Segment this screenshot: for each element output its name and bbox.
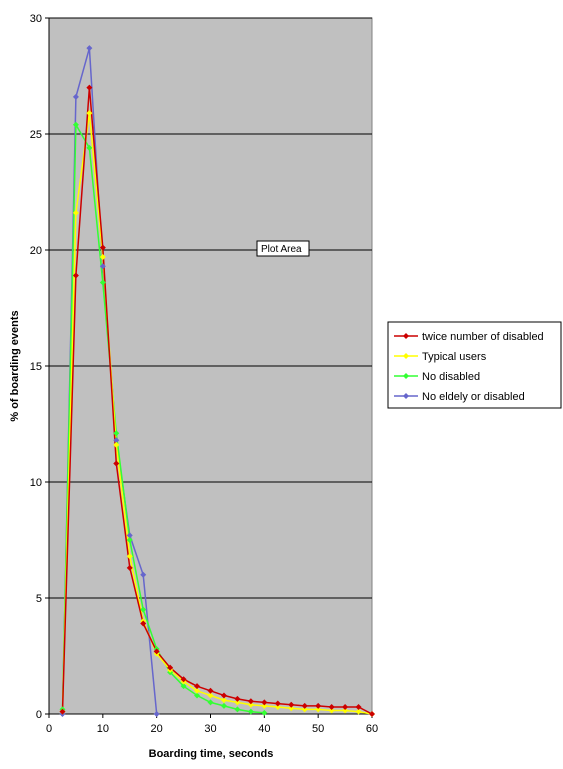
data-point	[220, 702, 227, 709]
y-tick-label: 10	[30, 477, 42, 489]
x-tick-label: 20	[151, 723, 163, 735]
x-tick-label: 30	[204, 723, 216, 735]
data-point	[274, 704, 281, 711]
data-point	[355, 708, 362, 715]
data-point	[194, 692, 201, 699]
y-tick-label: 25	[30, 129, 42, 141]
data-point	[234, 706, 241, 713]
data-point	[207, 692, 214, 699]
data-point	[167, 664, 174, 671]
data-point	[288, 705, 295, 712]
data-point	[153, 648, 160, 655]
data-point	[328, 704, 335, 711]
legend-label-0: twice number of disabled	[422, 331, 544, 343]
data-point	[126, 532, 133, 539]
legend-label-1: Typical users	[422, 351, 487, 363]
data-point	[86, 45, 93, 52]
data-point	[234, 699, 241, 706]
data-point	[72, 209, 79, 216]
data-point	[113, 441, 120, 448]
data-point	[194, 683, 201, 690]
legend-marker-1	[403, 353, 409, 359]
y-tick-label: 5	[36, 593, 42, 605]
data-point	[315, 706, 322, 713]
x-axis-ticks: 0 10 20 30 40 50 60	[46, 714, 378, 735]
x-tick-label: 0	[46, 723, 52, 735]
data-point	[288, 701, 295, 708]
data-point	[261, 699, 268, 706]
plot-area-tooltip: Plot Area	[256, 240, 310, 257]
x-tick-label: 50	[312, 723, 324, 735]
data-point	[220, 697, 227, 704]
data-point	[180, 683, 187, 690]
data-point	[72, 272, 79, 279]
data-point	[86, 144, 93, 151]
data-point	[234, 695, 241, 702]
y-tick-label: 0	[36, 709, 42, 721]
data-point	[86, 110, 93, 117]
data-point	[274, 700, 281, 707]
data-point	[247, 708, 254, 715]
data-point	[140, 606, 147, 613]
legend-marker-2	[403, 373, 409, 379]
data-point	[126, 564, 133, 571]
data-point	[328, 707, 335, 714]
data-point	[99, 279, 106, 286]
y-tick-label: 30	[30, 13, 42, 25]
data-point	[140, 571, 147, 578]
legend-label-2: No disabled	[422, 371, 480, 383]
x-tick-label: 10	[97, 723, 109, 735]
data-point	[220, 692, 227, 699]
data-point	[315, 702, 322, 709]
data-point	[301, 706, 308, 713]
legend-marker-3	[403, 393, 409, 399]
data-point	[207, 699, 214, 706]
series-points	[59, 45, 375, 717]
y-tick-label: 20	[30, 245, 42, 257]
data-point	[99, 253, 106, 260]
y-tick-label: 15	[30, 361, 42, 373]
y-axis-title: % of boarding events	[9, 310, 21, 421]
data-point	[140, 620, 147, 627]
data-point	[72, 121, 79, 128]
data-point	[194, 687, 201, 694]
y-axis-ticks: 0 5 10 15 20 25 30	[30, 13, 49, 721]
data-point	[59, 708, 66, 715]
data-point	[207, 687, 214, 694]
data-point	[99, 263, 106, 270]
data-point	[126, 537, 133, 543]
data-point	[261, 709, 268, 716]
data-point	[86, 84, 93, 91]
data-point	[247, 701, 254, 708]
x-tick-label: 40	[258, 723, 270, 735]
legend[interactable]: twice number of disabled Typical users No …	[387, 321, 562, 409]
data-point	[247, 698, 254, 705]
legend-marker-0	[403, 333, 409, 339]
data-point	[113, 430, 120, 437]
gridlines	[49, 17, 372, 599]
data-point	[126, 553, 133, 560]
x-axis-title: Boarding time, seconds	[149, 748, 274, 760]
data-point	[369, 711, 375, 717]
data-point	[261, 702, 268, 709]
data-point	[301, 702, 308, 709]
data-point	[342, 704, 349, 711]
legend-label-3: No eldely or disabled	[422, 391, 525, 403]
data-point	[153, 711, 160, 717]
tooltip-text: Plot Area	[261, 244, 302, 255]
data-point	[99, 244, 106, 251]
data-point	[180, 676, 187, 683]
data-point	[72, 93, 79, 100]
x-tick-label: 60	[366, 723, 378, 735]
data-point	[113, 437, 120, 444]
data-point	[113, 460, 120, 467]
data-point	[342, 707, 349, 714]
data-point	[355, 704, 362, 711]
